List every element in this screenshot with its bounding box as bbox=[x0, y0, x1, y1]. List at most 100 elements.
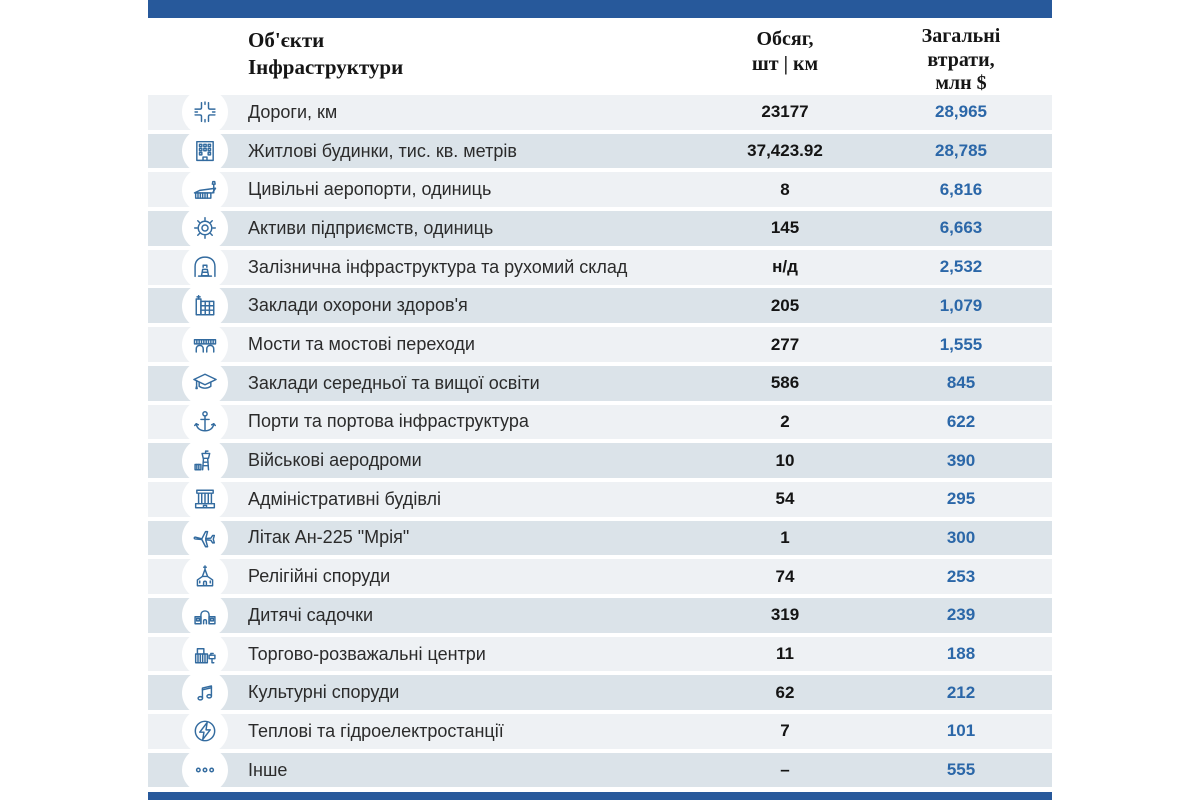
volume-value: 145 bbox=[770, 218, 800, 238]
volume-value: 23177 bbox=[761, 102, 809, 122]
table-row: Дитячі садочки 319 239 bbox=[148, 592, 1052, 639]
object-label: Залізнична інфраструктура та рухомий скл… bbox=[248, 256, 628, 277]
hospital-icon bbox=[182, 282, 228, 329]
object-label: Цивільні аеропорти, одиниць bbox=[248, 179, 492, 200]
icon-cell bbox=[148, 747, 248, 794]
header-objects-column: Об'єкти Інфраструктури bbox=[248, 27, 403, 80]
church-icon bbox=[182, 553, 228, 600]
header-losses-line3: млн $ bbox=[935, 72, 987, 95]
volume-value: 205 bbox=[770, 295, 800, 315]
volume-value: 62 bbox=[775, 682, 795, 702]
table-row: Інше – 555 bbox=[148, 747, 1052, 794]
gear-icon bbox=[182, 205, 228, 252]
object-label: Адміністративні будівлі bbox=[248, 488, 441, 509]
icon-cell bbox=[148, 205, 248, 252]
volume-value: 1 bbox=[780, 527, 790, 547]
table-row: Адміністративні будівлі 54 295 bbox=[148, 476, 1052, 523]
table-row: Релігійні споруди 74 253 bbox=[148, 553, 1052, 600]
object-label: Порти та портова інфраструктура bbox=[248, 411, 529, 432]
roads-icon bbox=[182, 89, 228, 136]
object-label: Заклади середньої та вищої освіти bbox=[248, 372, 540, 393]
losses-value: 6,663 bbox=[939, 218, 983, 238]
music-notes-icon bbox=[182, 669, 228, 716]
object-label: Культурні споруди bbox=[248, 682, 400, 703]
losses-value: 188 bbox=[946, 644, 976, 664]
table-row: Житлові будинки, тис. кв. метрів 37,423.… bbox=[148, 128, 1052, 175]
icon-cell bbox=[148, 244, 248, 291]
kindergarten-icon bbox=[182, 592, 228, 639]
volume-value: 2 bbox=[780, 411, 790, 431]
object-label: Житлові будинки, тис. кв. метрів bbox=[248, 140, 517, 161]
header-volume-column: Обсяг, шт | км bbox=[700, 27, 870, 78]
losses-value: 6,816 bbox=[939, 179, 983, 199]
bridge-icon bbox=[182, 321, 228, 368]
icon-cell bbox=[148, 437, 248, 484]
icon-cell bbox=[148, 592, 248, 639]
icon-cell bbox=[148, 553, 248, 600]
losses-value: 555 bbox=[946, 760, 976, 780]
other-icon bbox=[182, 747, 228, 794]
icon-cell bbox=[148, 708, 248, 755]
losses-value: 622 bbox=[946, 411, 976, 431]
losses-value: 2,532 bbox=[939, 257, 983, 277]
object-label: Релігійні споруди bbox=[248, 566, 391, 587]
bottom-accent-bar bbox=[148, 792, 1052, 800]
object-label: Мости та мостові переходи bbox=[248, 334, 475, 355]
icon-cell bbox=[148, 360, 248, 407]
header-objects-line1: Об'єкти bbox=[248, 28, 325, 52]
table-row: Залізнична інфраструктура та рухомий скл… bbox=[148, 244, 1052, 291]
icon-cell bbox=[148, 669, 248, 716]
volume-value: н/д bbox=[772, 257, 798, 277]
control-tower-icon bbox=[182, 437, 228, 484]
object-label: Активи підприємств, одиниць bbox=[248, 217, 494, 238]
volume-value: 319 bbox=[770, 605, 800, 625]
power-plant-icon bbox=[182, 708, 228, 755]
top-accent-bar bbox=[148, 0, 1052, 18]
object-label: Інше bbox=[248, 759, 288, 780]
icon-cell bbox=[148, 631, 248, 678]
volume-value: – bbox=[780, 760, 790, 780]
table-row: Літак Ан-225 "Мрія" 1 300 bbox=[148, 514, 1052, 561]
losses-value: 300 bbox=[946, 527, 976, 547]
volume-value: 37,423.92 bbox=[747, 141, 823, 161]
table-row: Теплові та гідроелектростанції 7 101 bbox=[148, 708, 1052, 755]
graduation-cap-icon bbox=[182, 360, 228, 407]
volume-value: 10 bbox=[775, 450, 795, 470]
losses-value: 1,555 bbox=[939, 334, 983, 354]
losses-value: 253 bbox=[946, 566, 976, 586]
losses-value: 1,079 bbox=[939, 295, 983, 315]
icon-cell bbox=[148, 89, 248, 136]
civil-airport-icon bbox=[182, 166, 228, 213]
losses-value: 212 bbox=[946, 682, 976, 702]
losses-value: 295 bbox=[946, 489, 976, 509]
volume-value: 277 bbox=[770, 334, 800, 354]
header-volume-line1: Обсяг, bbox=[756, 28, 814, 50]
admin-building-icon bbox=[182, 476, 228, 523]
icon-cell bbox=[148, 166, 248, 213]
object-label: Дороги, км bbox=[248, 101, 338, 122]
table-row: Цивільні аеропорти, одиниць 8 6,816 bbox=[148, 166, 1052, 213]
table-row: Порти та портова інфраструктура 2 622 bbox=[148, 398, 1052, 445]
header-objects-line2: Інфраструктури bbox=[248, 54, 404, 79]
icon-cell bbox=[148, 476, 248, 523]
losses-value: 845 bbox=[946, 373, 976, 393]
table-row: Культурні споруди 62 212 bbox=[148, 669, 1052, 716]
icon-cell bbox=[148, 398, 248, 445]
icon-cell bbox=[148, 321, 248, 368]
apartment-building-icon bbox=[182, 128, 228, 175]
mall-icon bbox=[182, 631, 228, 678]
volume-value: 586 bbox=[770, 373, 800, 393]
object-label: Військові аеродроми bbox=[248, 450, 422, 471]
icon-cell bbox=[148, 514, 248, 561]
object-label: Заклади охорони здоров'я bbox=[248, 295, 468, 316]
volume-value: 54 bbox=[775, 489, 795, 509]
table-body: Дороги, км 23177 28,965 Житлові будинки,… bbox=[148, 89, 1052, 794]
table-row: Торгово-розважальні центри 11 188 bbox=[148, 631, 1052, 678]
volume-value: 7 bbox=[780, 721, 790, 741]
table-row: Мости та мостові переходи 277 1,555 bbox=[148, 321, 1052, 368]
airplane-icon bbox=[182, 514, 228, 561]
losses-value: 28,965 bbox=[935, 102, 987, 122]
volume-value: 74 bbox=[775, 566, 795, 586]
table-row: Дороги, км 23177 28,965 bbox=[148, 89, 1052, 136]
railway-tunnel-icon bbox=[182, 244, 228, 291]
